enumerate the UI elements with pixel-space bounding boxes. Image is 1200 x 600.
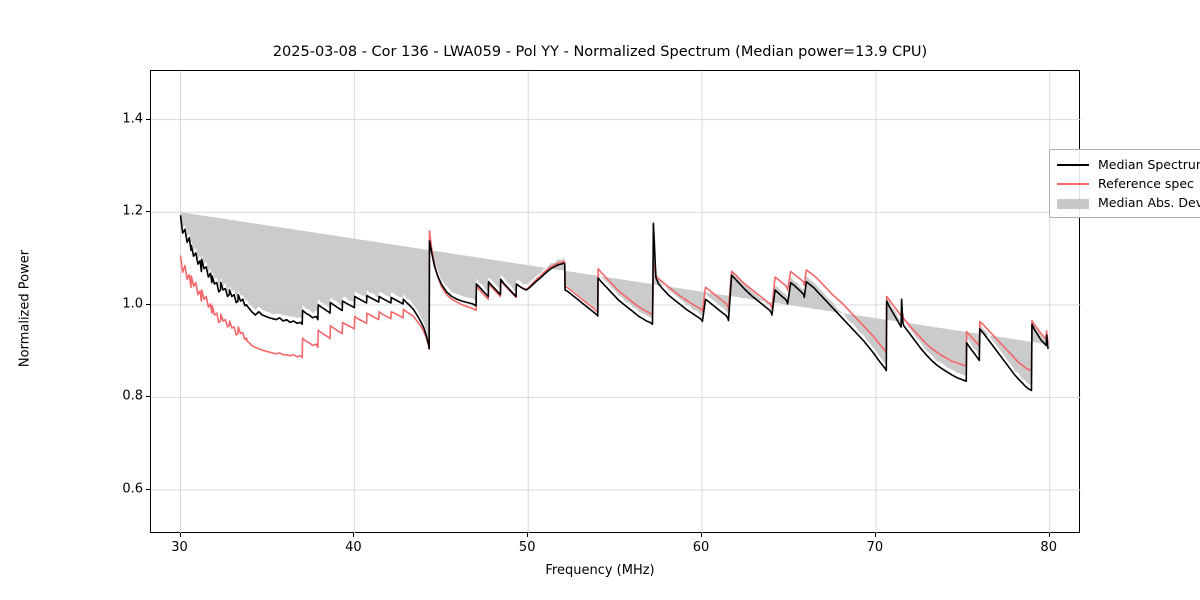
page-title: 2025-03-08 - Cor 136 - LWA059 - Pol YY -… bbox=[272, 44, 928, 60]
y-tick-mark bbox=[146, 489, 150, 490]
legend: Median Spectrum Reference spec Median Ab… bbox=[1049, 149, 1200, 218]
x-tick-label: 60 bbox=[692, 540, 710, 555]
y-tick-mark bbox=[146, 396, 150, 398]
x-tick-label: 30 bbox=[171, 540, 188, 555]
x-tick-mark bbox=[179, 533, 181, 537]
plot-area: Median Spectrum Reference spec Median Ab… bbox=[150, 70, 1200, 534]
x-tick-label: 70 bbox=[866, 540, 884, 555]
x-tick-mark bbox=[1048, 533, 1050, 537]
y-tick-label: 1.0 bbox=[122, 296, 143, 312]
legend-line-swatch-icon bbox=[1057, 177, 1089, 191]
x-tick-label: 50 bbox=[518, 540, 536, 555]
median-abs-dev-band bbox=[180, 212, 1048, 385]
legend-line-swatch-icon bbox=[1057, 158, 1089, 172]
x-tick-label: 40 bbox=[345, 540, 362, 555]
x-tick-mark bbox=[701, 533, 703, 537]
legend-patch-swatch-icon bbox=[1057, 196, 1089, 210]
legend-label: Median Abs. Dev. bbox=[1098, 195, 1200, 210]
x-axis-label: Frequency (MHz) bbox=[545, 563, 655, 578]
x-tick-mark bbox=[353, 533, 355, 537]
legend-item-median-abs-dev: Median Abs. Dev. bbox=[1057, 193, 1200, 212]
legend-label: Median Spectrum bbox=[1098, 157, 1200, 172]
y-tick-label: 0.6 bbox=[122, 481, 143, 497]
plot-svg bbox=[151, 71, 1081, 534]
legend-item-reference-spec: Reference spec bbox=[1057, 174, 1200, 193]
y-tick-mark bbox=[146, 211, 150, 213]
y-tick-label: 0.8 bbox=[122, 388, 143, 404]
y-tick-mark bbox=[146, 303, 150, 305]
median-spectrum-line bbox=[179, 215, 1049, 392]
y-tick-label: 1.2 bbox=[122, 203, 143, 219]
legend-label: Reference spec bbox=[1098, 176, 1194, 191]
y-tick-mark bbox=[146, 118, 150, 120]
x-tick-mark bbox=[527, 533, 529, 537]
x-tick-label: 80 bbox=[1040, 540, 1057, 555]
y-tick-label: 1.4 bbox=[122, 111, 143, 127]
legend-item-median-spectrum: Median Spectrum bbox=[1057, 155, 1200, 174]
x-tick-mark bbox=[874, 533, 876, 537]
